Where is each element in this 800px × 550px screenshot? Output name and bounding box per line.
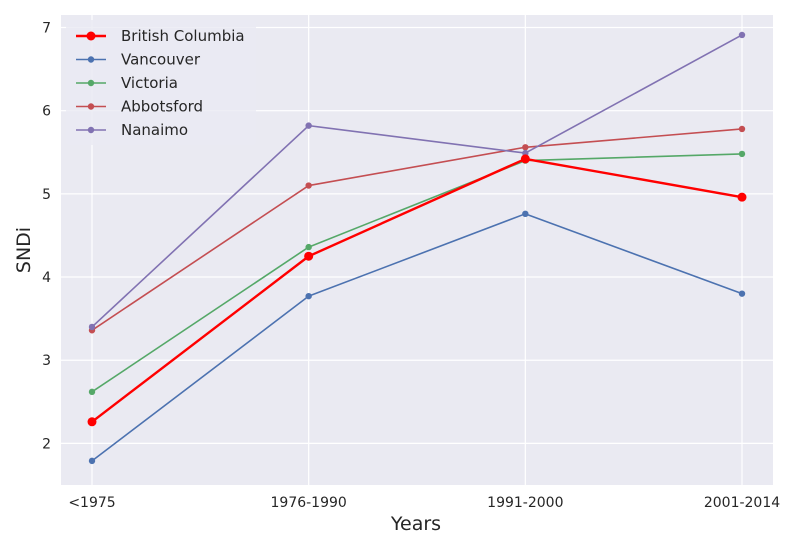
data-point (305, 243, 312, 251)
legend-label: Vancouver (121, 51, 201, 69)
legend-label: British Columbia (121, 27, 245, 45)
series-line (91, 153, 743, 393)
y-tick-label: 5 (42, 187, 51, 203)
legend-label: Nanaimo (121, 121, 188, 139)
y-tick-label: 2 (42, 436, 51, 452)
data-point (304, 251, 314, 261)
data-point (738, 31, 746, 39)
x-tick-label: 1976-1990 (271, 495, 347, 511)
y-tick-label: 7 (42, 20, 51, 36)
legend-item: British Columbia (76, 27, 245, 45)
data-point (305, 122, 312, 129)
legend-label: Victoria (121, 74, 178, 92)
data-point (522, 210, 529, 218)
legend-box (66, 20, 256, 145)
grid (61, 15, 773, 485)
x-axis-label: Years (390, 513, 441, 535)
x-tick-label: 1991-2000 (487, 495, 563, 511)
data-point (88, 388, 96, 396)
legend-item: Abbotsford (76, 98, 203, 116)
legend-marker (87, 79, 95, 87)
y-axis-label: SNDi (13, 227, 35, 273)
data-point (88, 457, 96, 465)
data-point (738, 290, 746, 297)
x-tick-label: 2001-2014 (704, 495, 780, 511)
series-line (91, 213, 743, 462)
series-vancouver (88, 210, 746, 465)
y-tick-label: 3 (42, 353, 51, 369)
legend: British Columbia Vancouver Victoria Abbotsf… (66, 20, 256, 145)
legend-marker (87, 126, 95, 134)
data-point (305, 182, 312, 189)
data-point (737, 192, 747, 202)
y-tick-label: 4 (42, 270, 51, 286)
y-tick-label: 6 (42, 104, 51, 120)
data-point (305, 292, 312, 300)
series-group (87, 31, 747, 465)
data-point (522, 149, 529, 157)
legend-item: Victoria (76, 74, 178, 92)
legend-label: Abbotsford (121, 98, 203, 116)
series-line (91, 157, 743, 423)
series-line (91, 128, 743, 331)
legend-item: Nanaimo (76, 121, 188, 139)
legend-marker (86, 31, 96, 41)
series-line (91, 34, 743, 328)
x-tick-label: <1975 (68, 495, 115, 511)
x-tick-labels: <1975 1976-1990 1991-2000 2001-2014 (68, 495, 780, 511)
series-nanaimo (88, 31, 746, 331)
legend-marker (87, 103, 95, 110)
data-point (520, 154, 530, 164)
data-point (738, 150, 746, 158)
data-point (88, 323, 96, 331)
legend-item: Vancouver (76, 51, 201, 69)
legend-marker (87, 56, 95, 63)
data-point (87, 417, 97, 427)
data-point (738, 125, 746, 133)
series-british-columbia (87, 154, 747, 427)
y-tick-labels: 2 3 4 5 6 7 (42, 20, 51, 452)
data-point (522, 144, 529, 151)
